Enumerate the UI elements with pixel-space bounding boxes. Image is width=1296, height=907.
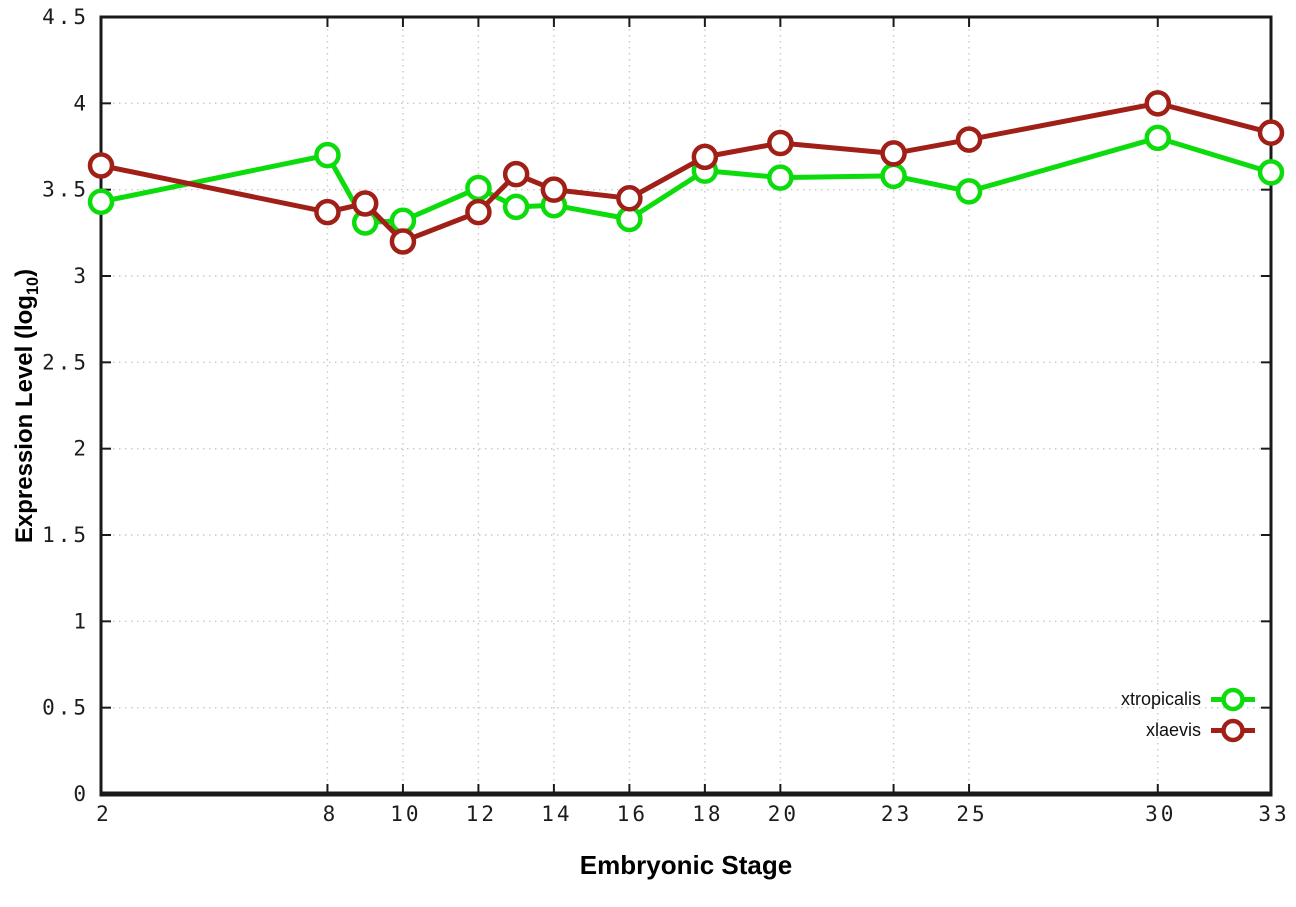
x-tick-label: 8 xyxy=(323,802,339,826)
plot-border xyxy=(99,15,1273,796)
series-line-xtropicalis xyxy=(100,135,1272,225)
data-point-xtropicalis xyxy=(955,178,983,205)
legend-item-xtropicalis: xtropicalis xyxy=(1121,686,1256,713)
data-point-xtropicalis xyxy=(767,164,794,191)
y-axis-title-suffix: ) xyxy=(11,268,39,277)
x-tick-label: 20 xyxy=(768,802,799,826)
data-point-xlaevis xyxy=(502,160,530,188)
legend-label-xlaevis: xlaevis xyxy=(1145,720,1201,740)
x-tick-label: 12 xyxy=(466,802,497,826)
y-tick-label: 4.5 xyxy=(42,5,89,29)
x-tick-label: 33 xyxy=(1258,802,1289,826)
data-point-xtropicalis xyxy=(502,193,530,221)
legend-item-xlaevis: xlaevis xyxy=(1146,717,1256,744)
data-point-xlaevis xyxy=(1257,119,1285,146)
data-point-xtropicalis xyxy=(314,141,341,169)
x-tick-label: 30 xyxy=(1145,802,1176,826)
data-point-xlaevis xyxy=(389,228,417,255)
data-point-xlaevis xyxy=(1144,90,1172,117)
x-tick-label: 16 xyxy=(617,802,648,826)
x-tick-label: 18 xyxy=(692,802,723,826)
data-point-xlaevis xyxy=(87,152,115,179)
x-tick-label: 14 xyxy=(541,802,572,826)
y-tick-label: 0 xyxy=(73,782,89,806)
data-point-xtropicalis xyxy=(880,162,907,190)
data-point-xtropicalis xyxy=(87,188,115,216)
x-tick-label: 10 xyxy=(390,802,421,826)
y-tick-label: 0.5 xyxy=(42,696,89,720)
data-point-xlaevis xyxy=(465,198,492,226)
data-point-xlaevis xyxy=(955,126,983,153)
series-line-xlaevis xyxy=(100,100,1272,244)
y-axis-title-text: Expression Level (log xyxy=(11,295,39,544)
data-point-xtropicalis xyxy=(465,174,492,202)
legend-label-xtropicalis: xtropicalis xyxy=(1120,689,1201,709)
line-circle-swatch-icon xyxy=(1211,718,1255,743)
data-point-xlaevis xyxy=(351,190,379,217)
data-point-xlaevis xyxy=(540,176,568,203)
x-tick-label: 2 xyxy=(96,802,112,826)
data-point-xlaevis xyxy=(691,143,719,171)
y-tick-label: 3.5 xyxy=(42,178,89,202)
y-tick-label: 3 xyxy=(73,264,89,288)
y-tick-label: 2.5 xyxy=(42,350,89,374)
data-point-xlaevis xyxy=(767,129,794,157)
x-tick-label: 23 xyxy=(881,802,912,826)
y-tick-label: 1 xyxy=(73,609,89,633)
data-point-xtropicalis xyxy=(1144,124,1172,152)
y-axis-title: Expression Level (log10) xyxy=(11,269,43,543)
line-circle-swatch-icon xyxy=(1211,687,1255,712)
data-point-xlaevis xyxy=(616,185,643,212)
y-tick-label: 2 xyxy=(73,437,89,461)
legend: xtropicalis xlaevis xyxy=(1121,686,1256,744)
x-axis-title: Embryonic Stage xyxy=(579,850,793,880)
y-tick-label: 1.5 xyxy=(42,523,89,547)
x-tick-label: 25 xyxy=(956,802,987,826)
data-point-xlaevis xyxy=(314,198,341,226)
y-axis-title-subscript: 10 xyxy=(23,276,42,296)
y-tick-label: 4 xyxy=(73,91,89,115)
data-point-xtropicalis xyxy=(1257,159,1285,186)
data-point-xlaevis xyxy=(880,140,907,167)
